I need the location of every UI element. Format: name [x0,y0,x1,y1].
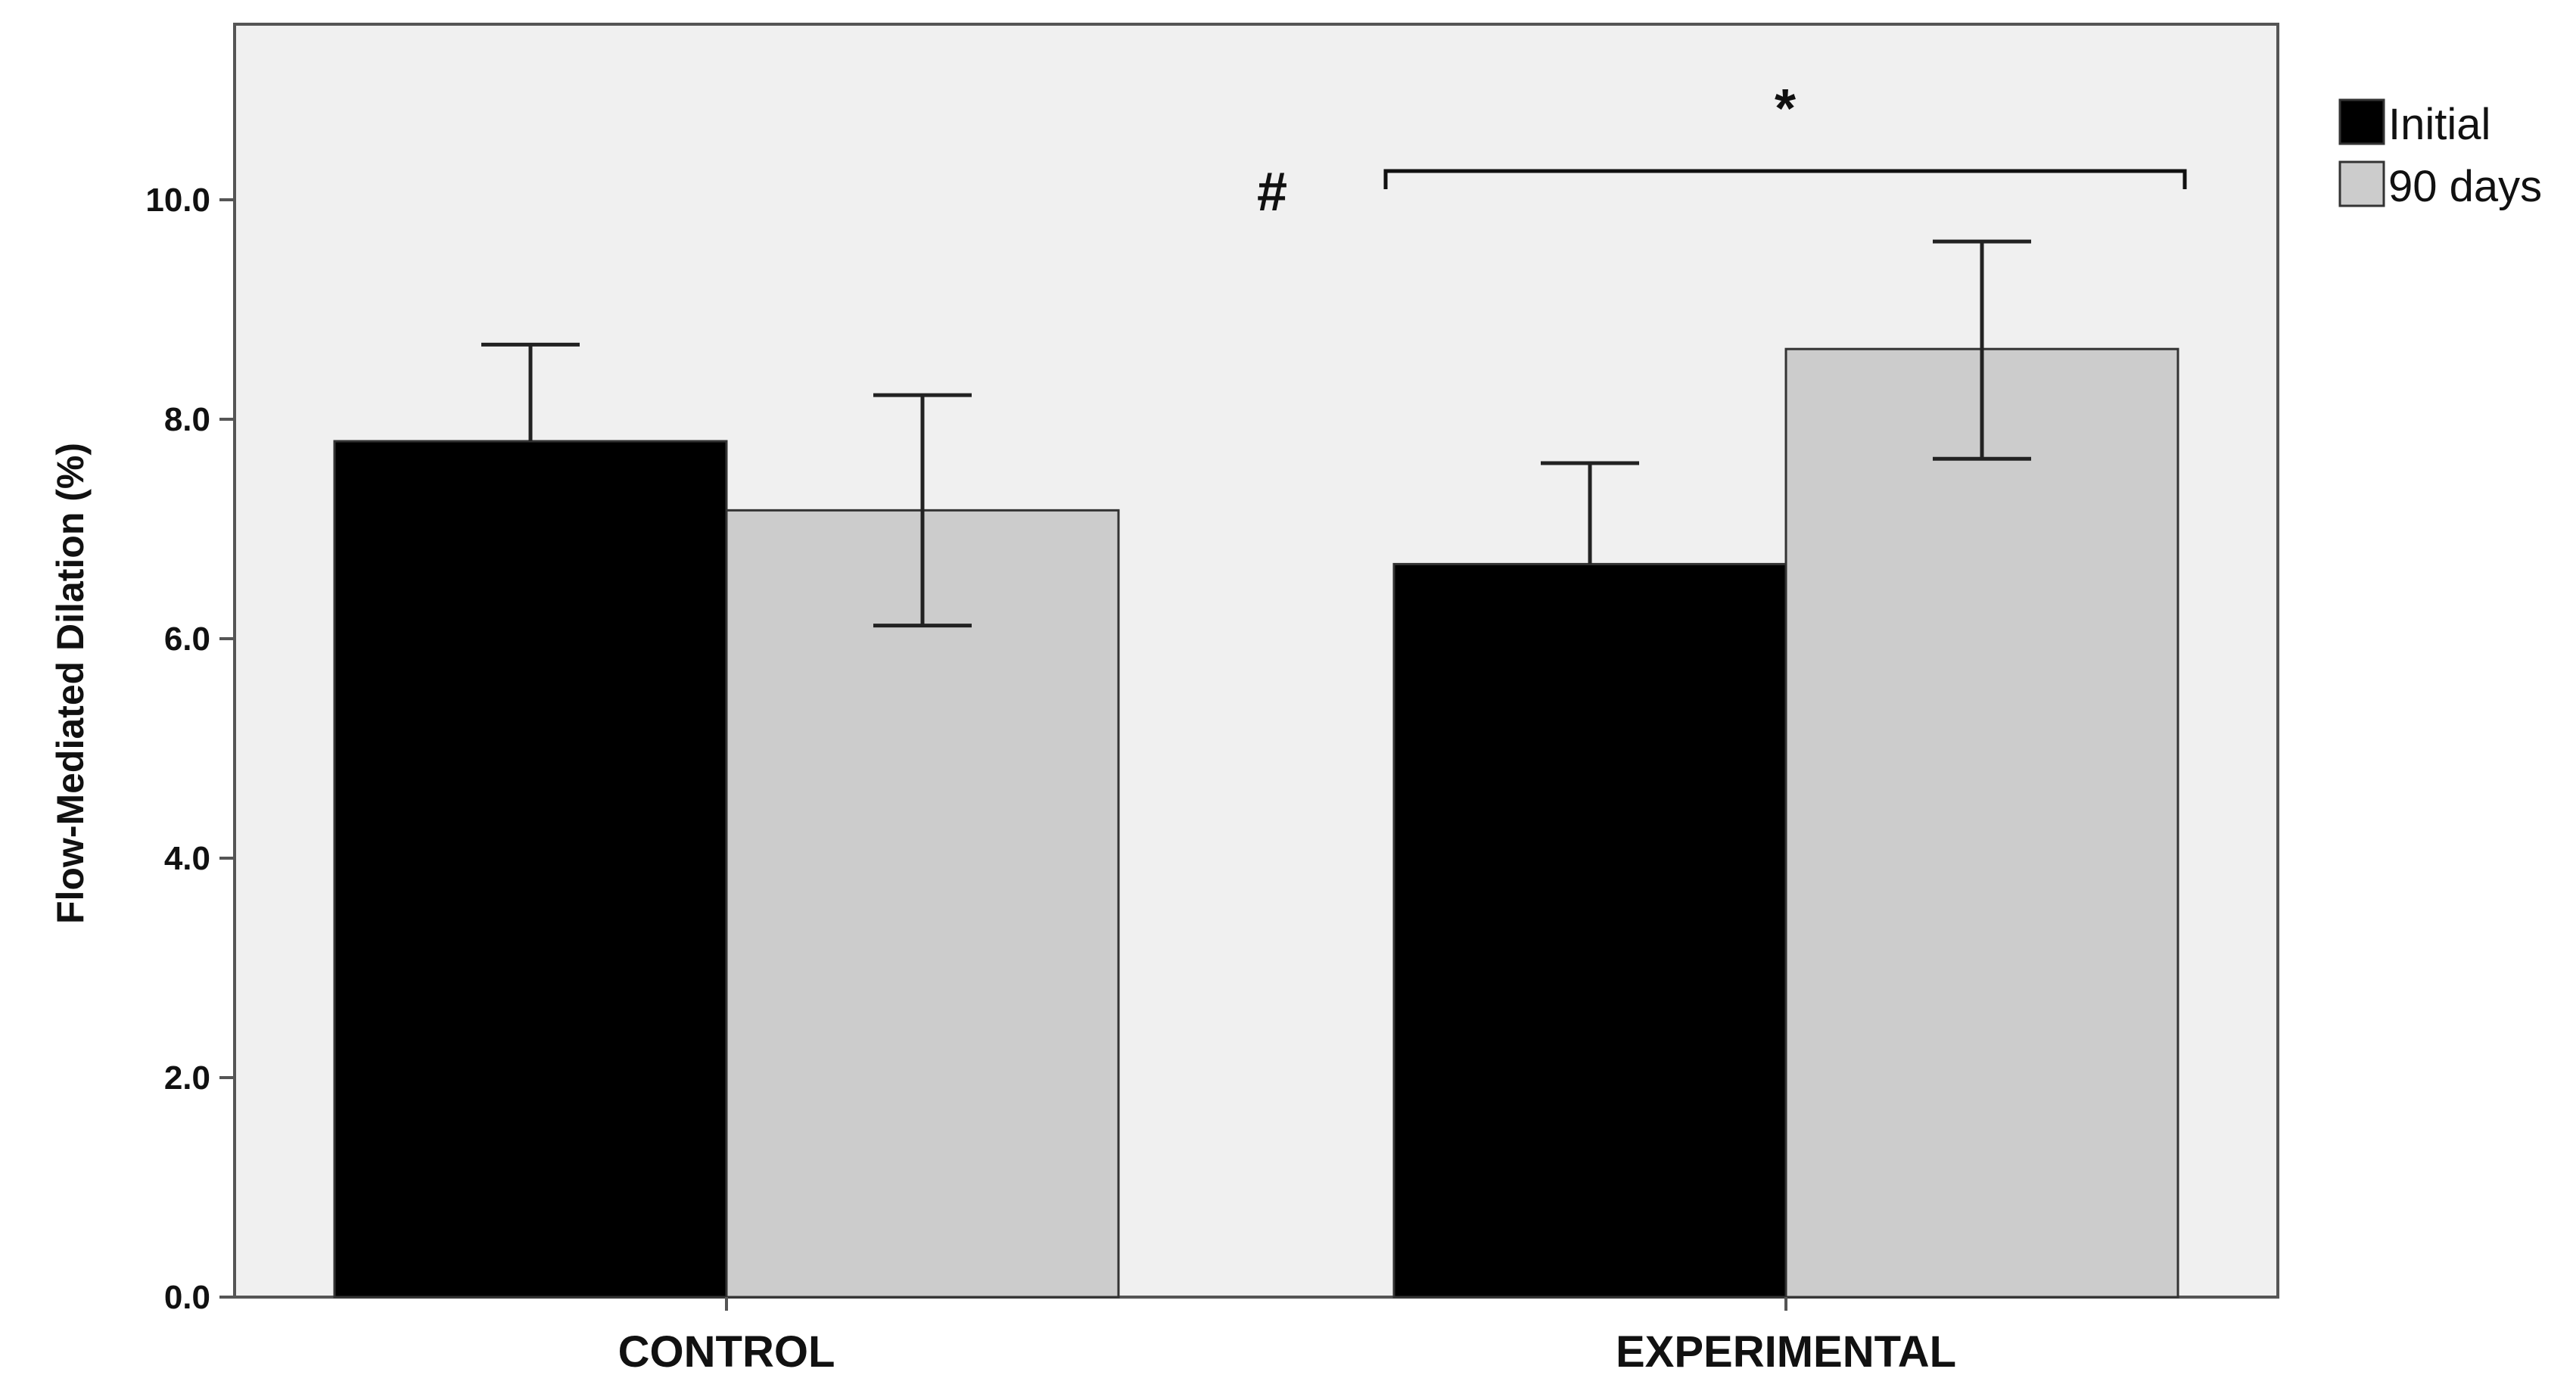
bar-control-90-days [725,509,1120,1299]
legend-label-initial: Initial [2388,100,2490,149]
x-tick-label-experimental: EXPERIMENTAL [1616,1327,1956,1377]
significance-star: * [1775,79,1796,139]
y-tick-label: 0.0 [164,1279,210,1316]
x-tick-label-control: CONTROL [618,1327,835,1377]
y-tick-label: 6.0 [164,621,210,658]
legend-label-90-days: 90 days [2388,162,2542,211]
legend-swatch-90-days [2338,160,2385,207]
bar-control-initial [333,440,728,1299]
significance-bracket [1383,169,2187,189]
y-axis-title: Flow-Mediated Dilation (%) [49,443,92,924]
y-tick-label: 10.0 [145,182,210,219]
y-tick-label: 4.0 [164,840,210,877]
legend-swatch-initial [2338,98,2385,145]
y-tick-label: 2.0 [164,1059,210,1097]
bar-experimental-90-days [1784,347,2179,1299]
significance-hash: # [1257,162,1287,222]
bar-experimental-initial [1392,562,1787,1299]
y-tick-label: 8.0 [164,401,210,438]
